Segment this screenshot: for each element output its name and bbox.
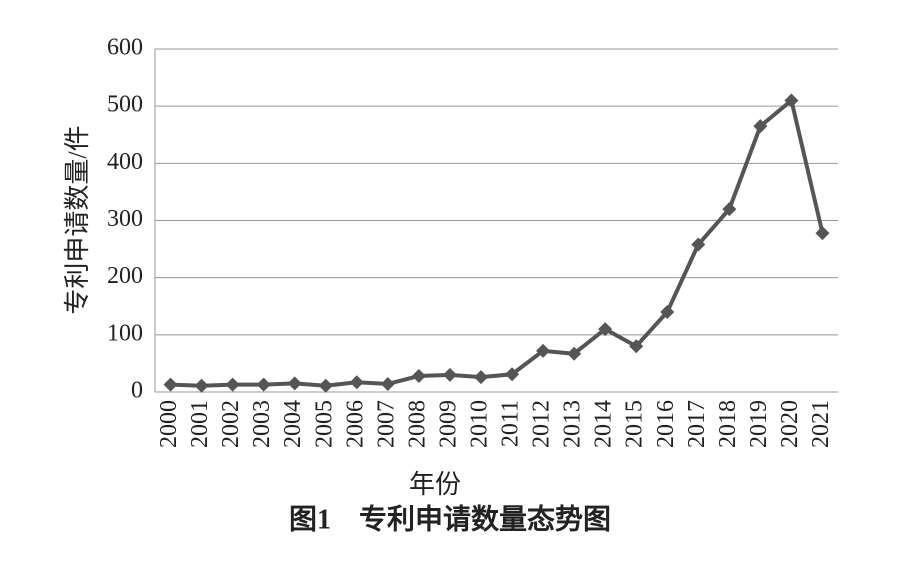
data-point [753,119,768,134]
x-tick-label: 2008 [404,400,430,448]
x-tick-label: 2021 [808,400,834,448]
x-tick-label: 2011 [498,400,524,447]
y-tick-label: 0 [131,378,143,404]
x-tick-label: 2016 [653,400,679,448]
x-tick-label: 2010 [466,400,492,448]
data-point [660,304,675,319]
x-tick-label: 2019 [746,400,772,448]
data-point [349,375,364,390]
data-point [442,367,457,382]
x-tick-label: 2020 [777,400,803,448]
data-point [784,93,799,108]
caption: 图1 专利申请数量态势图 [289,503,611,535]
data-point [505,367,520,382]
data-point [318,378,333,393]
data-point [163,377,178,392]
x-tick-label: 2015 [622,400,648,448]
x-tick-label: 2005 [311,400,337,448]
data-point [256,377,271,392]
x-tick-label: 2017 [684,400,710,448]
data-point [473,370,488,385]
x-tick-label: 2014 [591,400,617,448]
data-point [691,237,706,252]
data-point [194,378,209,393]
y-tick-label: 400 [107,149,143,175]
data-point [815,226,830,241]
data-point [225,377,240,392]
data-point [722,202,737,217]
x-tick-label: 2006 [342,400,368,448]
x-tick-label: 2018 [715,400,741,448]
data-point [536,343,551,358]
data-point [629,339,644,354]
x-tick-label: 2000 [156,400,182,448]
x-tick-label: 2003 [249,400,275,448]
y-tick-label: 600 [107,35,143,61]
x-tick-label: 2007 [373,400,399,448]
x-tick-label: 2002 [218,400,244,448]
x-tick-label: 2013 [560,400,586,448]
data-point [380,376,395,391]
x-tick-label: 2004 [280,400,306,448]
x-tick-label: 2009 [435,400,461,448]
data-point [287,376,302,391]
y-tick-label: 100 [107,320,143,346]
data-point [567,346,582,361]
y-tick-label: 200 [107,263,143,289]
x-tick-label: 2012 [529,400,555,448]
data-point [411,368,426,383]
data-point [598,322,613,337]
data-line [170,98,825,388]
x-axis-label: 年份 [409,470,461,499]
y-axis-label: 专利申请数量/件 [63,125,92,314]
y-tick-label: 300 [107,206,143,232]
y-tick-label: 500 [107,92,143,118]
x-tick-label: 2001 [187,400,213,448]
